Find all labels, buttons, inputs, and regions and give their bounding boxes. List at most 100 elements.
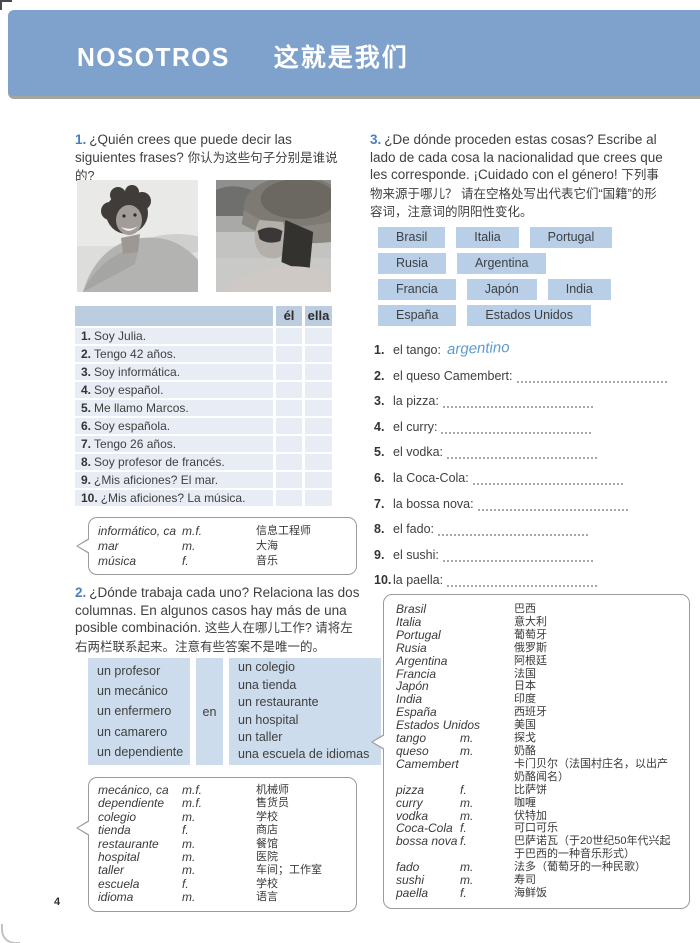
matching-right-item[interactable]: un hospital — [238, 712, 299, 727]
handwritten-answer: argentino — [446, 338, 510, 359]
vocab-gender: m. — [460, 795, 474, 810]
sentence-cell: 3. Soy informática. — [75, 364, 273, 380]
matching-right-item[interactable]: una escuela de idiomas — [238, 747, 370, 762]
ella-answer-cell[interactable] — [305, 436, 332, 452]
answer-blank-line[interactable] — [442, 402, 593, 409]
vocab-gender: m.f. — [182, 524, 202, 538]
chapter-header-band: NOSOTROS 这就是我们 — [8, 10, 700, 96]
ella-answer-cell[interactable] — [305, 328, 332, 344]
el-answer-cell[interactable] — [276, 454, 302, 470]
vocab-gender: m. — [460, 731, 474, 746]
vocab-word: pizza — [396, 782, 425, 797]
answer-blank-line[interactable] — [442, 556, 593, 562]
exercise3-prompt-zh: 下列事物来源于哪儿？ 请在空格处写出代表它们“国籍”的形容词，注意词的阴阳性变化… — [370, 168, 659, 220]
vocab-entry: Rusia 俄罗斯 — [396, 640, 677, 655]
table-row: 2. Tengo 42 años. — [75, 346, 332, 362]
el-answer-cell[interactable] — [276, 364, 302, 380]
item-number: 2. — [374, 368, 385, 383]
sentence-text: Soy profesor de francés. — [94, 455, 225, 469]
answer-blank-line[interactable] — [447, 581, 598, 588]
exercise2-vocab-bubble: mecánico, ca m.f. 机械师 dependiente m.f. 售… — [76, 777, 357, 912]
answer-blank-line[interactable] — [447, 453, 598, 460]
matching-right-item[interactable]: un taller — [238, 729, 283, 744]
vocab-entry: informático, ca m.f. 信息工程师 — [98, 524, 347, 539]
vocab-definition: 阿根廷 — [514, 654, 547, 667]
vocab-entry: restaurante m. 餐馆 — [98, 837, 347, 851]
vocab-gender: m. — [182, 890, 196, 905]
country-chip: Rusia — [378, 253, 446, 274]
answer-blank-line[interactable] — [472, 479, 623, 485]
table-row: 9. ¿Mis aficiones? El mar. — [75, 472, 332, 488]
vocab-gender: f. — [460, 885, 467, 900]
page-number: 4 — [54, 896, 61, 908]
vocab-definition: 美国 — [514, 719, 536, 732]
el-answer-cell[interactable] — [276, 328, 302, 344]
vocab-entry: tango m. 探戈 — [396, 732, 677, 745]
ella-answer-cell[interactable] — [305, 382, 332, 398]
sentence-text: Soy informática. — [94, 365, 181, 379]
ella-answer-cell[interactable] — [305, 400, 332, 416]
ella-answer-cell[interactable] — [305, 454, 332, 470]
vocab-word: Rusia — [396, 640, 427, 655]
answer-blank-line[interactable] — [438, 530, 589, 537]
matching-right-item[interactable]: un colegio — [238, 660, 295, 675]
matching-left-item[interactable]: un profesor — [97, 664, 161, 679]
el-answer-cell[interactable] — [276, 400, 302, 416]
photo-woman-hat-beach — [216, 180, 331, 292]
list-item: 5. el vodka: — [374, 445, 669, 460]
item-number: 3. — [374, 394, 385, 409]
el-answer-cell[interactable] — [276, 418, 302, 434]
el-answer-cell[interactable] — [276, 382, 302, 398]
vocab-word: Portugal — [396, 627, 441, 642]
vocab-gender: m. — [182, 850, 196, 865]
matching-right-item[interactable]: una tienda — [238, 677, 297, 692]
vocab-word: mecánico, ca — [98, 783, 169, 797]
sentence-number: 4. — [81, 383, 92, 397]
ella-answer-cell[interactable] — [305, 364, 332, 380]
table-row: 3. Soy informática. — [75, 364, 332, 380]
matching-right-item[interactable]: un restaurante — [238, 695, 319, 710]
ella-answer-cell[interactable] — [305, 346, 332, 362]
country-chip: Francia — [378, 279, 456, 300]
matching-left-item[interactable]: un enfermero — [97, 704, 172, 719]
vocab-entry: tienda f. 商店 — [98, 823, 347, 837]
vocab-entry: Estados Unidos 美国 — [396, 719, 677, 732]
exercise2-prompt: 2. ¿Dónde trabaja cada uno? Relaciona las… — [75, 584, 362, 656]
list-item: 7. la bossa nova: — [374, 497, 669, 511]
vocab-definition: 寿司 — [514, 874, 536, 887]
vocab-gender: m.f. — [182, 783, 202, 797]
ella-answer-cell[interactable] — [305, 472, 332, 488]
sentence-cell: 2. Tengo 42 años. — [75, 346, 273, 362]
vocab-entry: idioma m. 语言 — [98, 890, 347, 905]
vocab-word: Estados Unidos — [396, 718, 481, 733]
vocab-entry: Italia 意大利 — [396, 616, 677, 629]
matching-left-item[interactable]: un mecánico — [97, 684, 168, 699]
vocab-word: curry — [396, 795, 423, 810]
vocab-definition: 餐馆 — [256, 837, 278, 850]
vocab-definition: 法多（葡萄牙的一种民歌） — [514, 861, 646, 874]
vocab-entry: taller m. 车间；工作室 — [98, 864, 347, 878]
list-item: 4. el curry: — [374, 420, 669, 434]
matching-left-item[interactable]: un camarero — [97, 724, 168, 739]
vocab-word: paella — [396, 885, 429, 900]
answer-blank-line[interactable] — [516, 377, 667, 383]
item-number: 6. — [374, 470, 385, 485]
vocab-definition: 可口可乐 — [514, 822, 558, 835]
sentence-cell: 6. Soy española. — [75, 418, 273, 434]
exercise2-number: 2. — [75, 585, 87, 600]
answer-blank-line[interactable] — [441, 428, 592, 434]
ella-answer-cell[interactable] — [305, 490, 332, 506]
column-header-el: él — [276, 306, 302, 326]
el-answer-cell[interactable] — [276, 472, 302, 488]
vocab-definition: 学校 — [256, 810, 278, 823]
answer-blank-line[interactable] — [477, 505, 628, 511]
el-answer-cell[interactable] — [276, 346, 302, 362]
item-label: el queso Camembert: — [393, 368, 513, 383]
country-chip: Portugal — [529, 227, 613, 248]
item-number: 7. — [374, 496, 385, 511]
list-item: 9. el sushi: — [374, 548, 669, 562]
matching-left-item[interactable]: un dependiente — [97, 744, 184, 759]
ella-answer-cell[interactable] — [305, 418, 332, 434]
el-answer-cell[interactable] — [276, 436, 302, 452]
el-answer-cell[interactable] — [276, 490, 302, 506]
